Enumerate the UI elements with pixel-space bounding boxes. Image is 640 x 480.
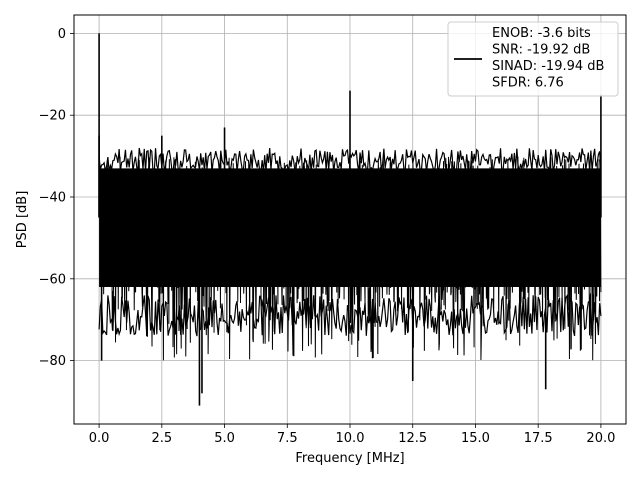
x-axis-label: Frequency [MHz] — [295, 451, 404, 466]
legend-enob: ENOB: -3.6 bits — [492, 26, 591, 41]
psd-lower-envelope — [98, 294, 602, 337]
x-axis-ticks: 0.0 2.5 5.0 7.5 10.0 12.5 15.0 17.5 20.0 — [89, 424, 615, 446]
x-tick-label: 5.0 — [214, 431, 235, 446]
y-tick-label: −20 — [39, 109, 66, 124]
y-axis-label: PSD [dB] — [15, 191, 30, 249]
legend-box — [447, 21, 619, 97]
x-tick-label: 17.5 — [524, 431, 553, 446]
y-axis-ticks: 0 −20 −40 −60 −80 — [39, 27, 74, 369]
x-tick-label: 15.0 — [461, 431, 490, 446]
legend: ENOB: -3.6 bits SNR: -19.92 dB SINAD: -1… — [447, 21, 619, 97]
x-tick-label: 0.0 — [89, 431, 110, 446]
plot-data — [98, 33, 602, 406]
legend-sinad: SINAD: -19.94 dB — [492, 59, 604, 74]
x-tick-label: 10.0 — [336, 431, 365, 446]
legend-sfdr: SFDR: 6.76 — [492, 76, 564, 91]
legend-snr: SNR: -19.92 dB — [492, 43, 590, 58]
y-tick-label: 0 — [58, 27, 66, 42]
x-tick-label: 12.5 — [398, 431, 427, 446]
x-tick-label: 20.0 — [586, 431, 615, 446]
y-tick-label: −40 — [39, 191, 66, 206]
x-tick-label: 7.5 — [277, 431, 298, 446]
y-tick-label: −60 — [39, 272, 66, 287]
x-tick-label: 2.5 — [151, 431, 172, 446]
y-tick-label: −80 — [39, 354, 66, 369]
